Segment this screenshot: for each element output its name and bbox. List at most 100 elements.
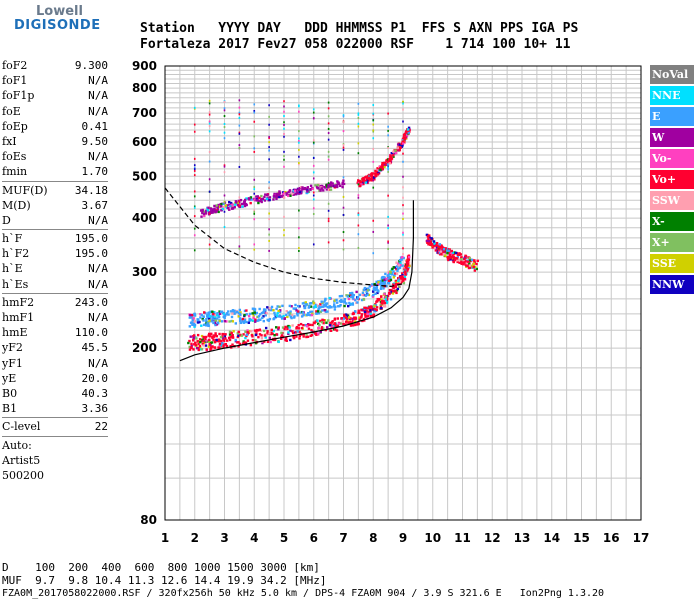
echo-point xyxy=(211,314,214,318)
echo-point xyxy=(460,257,463,261)
echo-point xyxy=(236,201,239,204)
echo-point xyxy=(205,324,208,327)
echo-point xyxy=(348,292,352,295)
echo-point xyxy=(402,186,404,189)
echo-point xyxy=(273,194,276,197)
echo-point xyxy=(306,335,310,339)
echo-point xyxy=(253,120,256,123)
echo-point xyxy=(263,199,267,202)
echo-point xyxy=(327,150,330,153)
echo-point xyxy=(387,270,390,274)
echo-point xyxy=(360,313,364,316)
echo-point xyxy=(232,330,235,333)
echo-point xyxy=(228,338,232,342)
echo-point xyxy=(396,287,400,291)
echo-point xyxy=(359,184,362,187)
echo-point xyxy=(395,261,398,264)
echo-point xyxy=(402,252,404,255)
echo-point xyxy=(338,295,342,298)
echo-point xyxy=(298,311,301,314)
footer-line: Auto: xyxy=(2,438,32,452)
echo-point xyxy=(278,305,281,308)
echo-point xyxy=(372,176,376,179)
echo-point xyxy=(309,334,312,337)
echo-point xyxy=(376,170,379,173)
echo-point xyxy=(248,330,251,333)
echo-point xyxy=(455,257,458,260)
echo-point xyxy=(398,282,402,285)
echo-point xyxy=(285,310,288,313)
x-tick-label: 17 xyxy=(633,531,650,545)
echo-point xyxy=(238,247,241,250)
echo-point xyxy=(193,249,196,252)
echo-point xyxy=(389,271,392,274)
echo-point xyxy=(371,295,375,298)
echo-point xyxy=(345,294,348,297)
echo-point xyxy=(193,324,196,327)
x-tick-label: 10 xyxy=(424,531,441,545)
echo-point xyxy=(223,315,226,318)
chart-curves xyxy=(164,187,414,362)
echo-point xyxy=(195,337,198,340)
echo-point xyxy=(238,124,241,127)
echo-point xyxy=(236,335,239,339)
profile-curve xyxy=(179,200,414,362)
echo-point xyxy=(323,300,326,303)
echo-point xyxy=(333,328,337,331)
echo-point xyxy=(368,305,371,309)
echo-point xyxy=(273,338,277,342)
echo-point xyxy=(272,308,275,312)
echo-point xyxy=(264,326,268,330)
echo-point xyxy=(193,190,196,193)
echo-point xyxy=(402,152,404,155)
param-row: C-level 22 xyxy=(2,419,108,434)
echo-point xyxy=(284,337,288,341)
echo-point xyxy=(381,275,385,279)
echo-point xyxy=(197,342,200,346)
echo-point xyxy=(208,237,211,240)
echo-point xyxy=(388,288,392,292)
echo-point xyxy=(198,338,202,341)
echo-point xyxy=(472,262,476,265)
echo-point xyxy=(402,256,405,260)
param-row: B1 3.36 xyxy=(2,401,108,416)
echo-point xyxy=(208,338,211,342)
echo-point xyxy=(352,293,356,297)
echo-point xyxy=(357,309,360,312)
echo-point xyxy=(310,334,314,337)
echo-point xyxy=(342,115,345,118)
echo-point xyxy=(397,146,400,149)
echo-point xyxy=(223,164,226,167)
echo-point xyxy=(357,194,360,197)
echo-point xyxy=(312,108,315,111)
echo-point xyxy=(347,316,351,319)
echo-point xyxy=(208,160,211,163)
echo-point xyxy=(309,188,312,191)
echo-point xyxy=(229,336,232,339)
echo-point xyxy=(402,142,404,145)
echo-point xyxy=(310,313,314,317)
echo-point xyxy=(352,312,355,315)
echo-point xyxy=(365,177,369,180)
echo-point xyxy=(337,305,340,308)
echo-point xyxy=(302,323,305,327)
echo-point xyxy=(223,171,226,174)
echo-point xyxy=(223,115,226,118)
echo-point xyxy=(408,129,411,132)
echo-point xyxy=(357,113,360,116)
echo-point xyxy=(321,318,324,322)
echo-point xyxy=(286,327,289,331)
echo-point xyxy=(398,280,402,284)
echo-point xyxy=(298,227,300,230)
echo-point xyxy=(268,104,270,107)
echo-point xyxy=(387,240,389,243)
echo-point xyxy=(291,324,294,327)
echo-point xyxy=(199,340,202,344)
echo-point xyxy=(224,337,227,340)
echo-point xyxy=(208,190,211,193)
echo-point xyxy=(402,175,404,178)
echo-point xyxy=(301,302,305,305)
echo-point xyxy=(362,298,366,301)
echo-point xyxy=(188,325,192,328)
echo-point xyxy=(438,251,442,255)
